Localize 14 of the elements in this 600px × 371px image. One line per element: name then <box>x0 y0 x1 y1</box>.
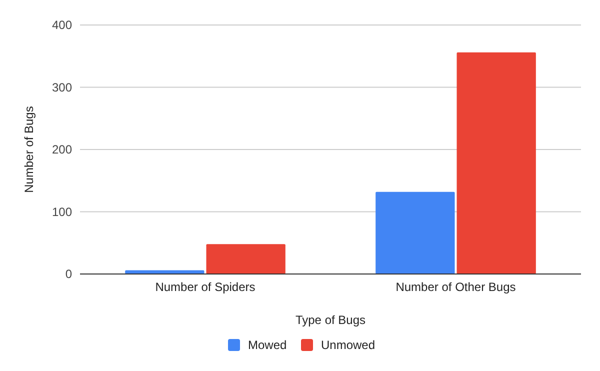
x-tick-label: Number of Spiders <box>155 280 256 294</box>
y-tick-label: 400 <box>52 18 72 32</box>
y-tick-label: 0 <box>65 267 72 282</box>
y-tick-label: 300 <box>52 80 72 94</box>
bar <box>376 192 455 274</box>
x-axis-title: Type of Bugs <box>295 313 366 327</box>
bar <box>206 244 286 274</box>
legend-label: Unmowed <box>321 338 376 352</box>
legend-label: Mowed <box>248 338 287 352</box>
y-tick-label: 200 <box>52 142 72 157</box>
y-tick-label: 100 <box>52 204 72 219</box>
bar <box>456 52 536 274</box>
x-tick-label: Number of Other Bugs <box>396 280 516 294</box>
y-axis-title: Number of Bugs <box>22 106 36 193</box>
